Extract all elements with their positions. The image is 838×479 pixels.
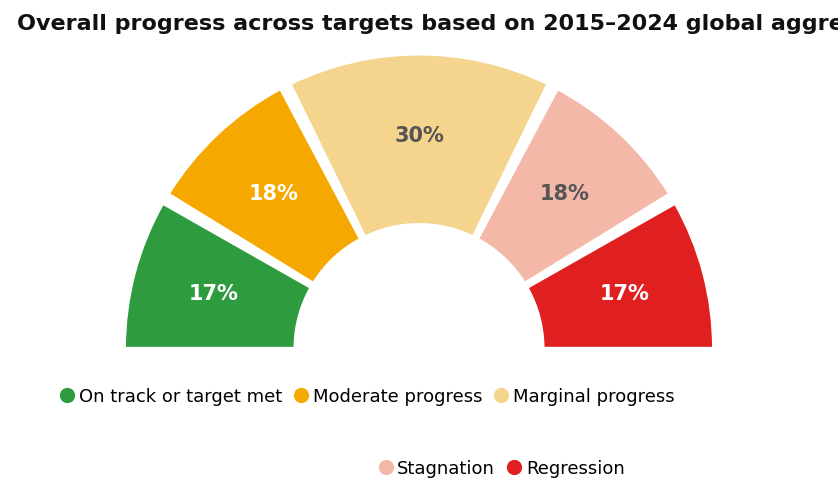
Text: 17%: 17% bbox=[600, 284, 649, 304]
Wedge shape bbox=[124, 203, 312, 349]
Wedge shape bbox=[526, 203, 714, 349]
Wedge shape bbox=[168, 88, 361, 284]
Text: 17%: 17% bbox=[189, 284, 238, 304]
Text: 18%: 18% bbox=[248, 183, 298, 204]
Text: Overall progress across targets based on 2015–2024 global aggregate data: Overall progress across targets based on… bbox=[17, 14, 838, 34]
Wedge shape bbox=[290, 54, 548, 237]
Wedge shape bbox=[477, 88, 670, 284]
Text: 18%: 18% bbox=[540, 183, 590, 204]
Text: 30%: 30% bbox=[394, 126, 444, 146]
Legend: Stagnation, Regression: Stagnation, Regression bbox=[375, 455, 630, 479]
